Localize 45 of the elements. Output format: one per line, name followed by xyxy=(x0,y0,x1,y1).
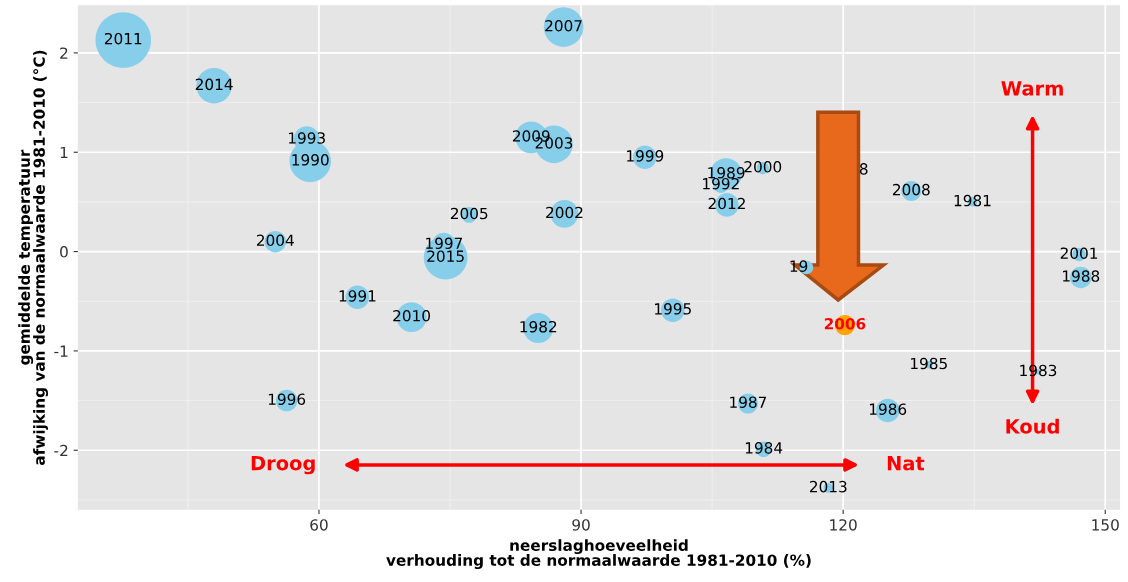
annotation: 2005 xyxy=(450,207,488,220)
annotation: 1993 xyxy=(288,132,325,144)
x-tick-label: 120 xyxy=(830,519,857,531)
annotation: 1991 xyxy=(339,290,376,302)
annotation: 1988 xyxy=(1063,270,1100,282)
annotation: 8 xyxy=(859,163,868,175)
x-tick-label: 150 xyxy=(1092,519,1119,531)
annotation: 1987 xyxy=(730,396,767,408)
annotation: 2014 xyxy=(195,78,233,91)
annotation: 1985 xyxy=(911,357,947,370)
annotation: Koud xyxy=(1006,418,1059,434)
annotation: 1990 xyxy=(292,154,329,166)
annotation: 1997 xyxy=(426,237,463,250)
annotation: 2000 xyxy=(744,161,782,173)
annotation: 2002 xyxy=(546,206,583,219)
y-tick-label: 0 xyxy=(60,246,68,258)
x-tick-label: 60 xyxy=(310,519,328,531)
y-tick-label: -2 xyxy=(54,444,68,457)
annotation: 1982 xyxy=(520,320,557,333)
y-tick-label: -1 xyxy=(54,345,68,357)
annotation: 1989 xyxy=(708,166,745,179)
annotation: 2001 xyxy=(1060,247,1098,259)
annotation: 2010 xyxy=(393,310,430,322)
annotation: 2013 xyxy=(809,480,847,493)
annotation: 2011 xyxy=(104,32,142,45)
annotation: 2008 xyxy=(892,183,930,196)
y-tick-label: 2 xyxy=(60,47,68,59)
annotation: 2012 xyxy=(708,197,745,210)
annotation: 1981 xyxy=(954,194,991,207)
x-axis-title: neerslaghoeveelheid verhouding tot de normaalwaarde 1981-2010 (%) xyxy=(386,539,811,570)
annotation: 1996 xyxy=(268,393,306,405)
annotation: 2015 xyxy=(427,250,464,262)
x-tick-label: 90 xyxy=(572,519,590,531)
annotation: 2007 xyxy=(545,19,582,32)
annotation: 2004 xyxy=(256,234,294,247)
annotation: Droog xyxy=(251,455,315,475)
y-axis-title: gemiddelde temperatuur afwijking van de normaalwaarde 1981-2010 (°C) xyxy=(18,50,49,465)
annotation: 1995 xyxy=(655,303,691,315)
annotation: Warm xyxy=(1001,81,1063,96)
annotation: 1999 xyxy=(627,150,664,162)
annotation: 1984 xyxy=(745,442,783,454)
y-tick-label: 1 xyxy=(60,146,68,159)
annotation: Nat xyxy=(887,456,925,471)
annotation: 1986 xyxy=(869,403,907,415)
annotation: 1992 xyxy=(703,177,739,190)
